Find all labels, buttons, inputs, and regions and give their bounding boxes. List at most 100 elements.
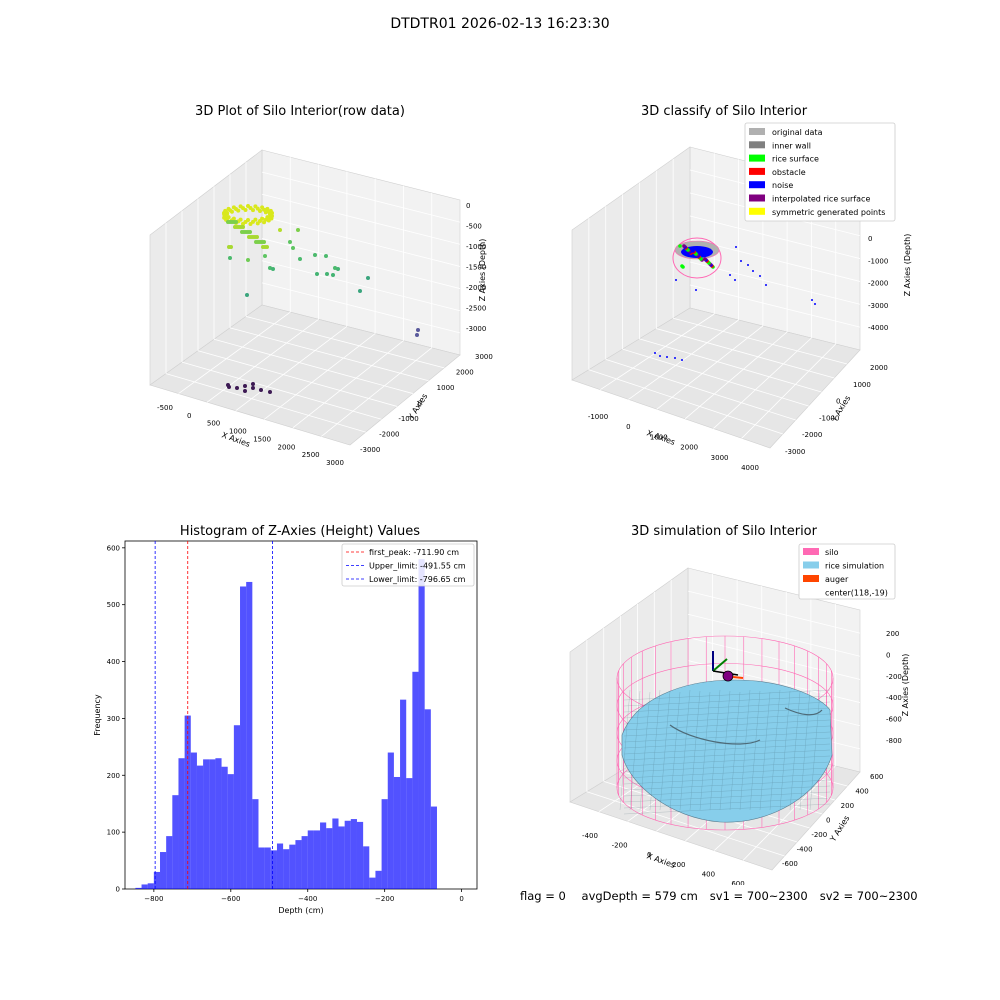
grid-line xyxy=(261,282,461,334)
y-tick-label: 400 xyxy=(855,788,868,796)
histogram-bar xyxy=(264,847,271,889)
grid-line xyxy=(673,317,848,365)
x-tick-label: -400 xyxy=(582,832,598,840)
histogram-bar xyxy=(313,830,321,889)
legend-label: noise xyxy=(772,181,793,190)
y-tick-label: 0 xyxy=(116,886,120,894)
grid-line xyxy=(689,261,861,305)
y-tick-label: -2000 xyxy=(802,431,822,439)
scatter-point xyxy=(228,256,232,260)
scatter-point xyxy=(298,257,302,261)
histogram-bar xyxy=(209,759,216,889)
x-tick-label: −200 xyxy=(375,895,394,903)
x-tick-label: 3000 xyxy=(326,459,344,467)
z-tick-label: -200 xyxy=(886,673,902,681)
histogram-bar xyxy=(406,778,413,889)
mesh-line xyxy=(689,690,701,811)
mesh-line xyxy=(623,731,831,743)
histogram-bar xyxy=(227,774,234,889)
grid-line xyxy=(206,318,319,403)
histogram-bar xyxy=(344,820,351,889)
histogram-bar xyxy=(332,818,339,889)
mesh-line xyxy=(789,691,801,811)
x-tick-label: 1000 xyxy=(229,428,247,436)
mesh-line xyxy=(719,690,731,811)
histogram-bar xyxy=(295,840,302,889)
grid-line xyxy=(165,373,366,433)
histogram-bar xyxy=(246,581,253,889)
mesh-line xyxy=(623,707,831,719)
y-tick-label: 600 xyxy=(107,544,120,552)
histogram-bar xyxy=(276,843,284,889)
z-tick-label: -1000 xyxy=(466,243,486,251)
histogram-bar xyxy=(147,883,154,889)
scatter-point xyxy=(245,293,249,297)
y-tick-label: -3000 xyxy=(785,448,805,456)
x-tick-label: 2000 xyxy=(278,443,296,451)
x-tick-label: 1000 xyxy=(650,433,668,441)
noise-point xyxy=(729,274,731,276)
histogram-bar xyxy=(215,758,222,889)
y-axis-label: Y Axies xyxy=(829,394,853,424)
legend-label: inner wall xyxy=(772,141,811,150)
histogram-bar xyxy=(326,828,333,889)
x-tick-label: 600 xyxy=(731,880,744,885)
mesh-line xyxy=(623,701,831,713)
histogram-title: Histogram of Z-Axies (Height) Values xyxy=(179,524,421,539)
legend-label: center(118,-19) xyxy=(825,589,888,598)
noise-point xyxy=(765,284,767,286)
grid-line xyxy=(713,337,812,429)
histogram-bar xyxy=(172,795,179,889)
class-point xyxy=(703,257,707,261)
y-tick-label: 400 xyxy=(107,658,120,666)
y-tick-label: -1000 xyxy=(398,415,418,423)
y-tick-label: 3000 xyxy=(475,353,493,361)
scatter-point xyxy=(234,220,238,224)
histogram-bar xyxy=(233,725,241,889)
histogram-bar xyxy=(141,884,148,889)
y-tick-label: 100 xyxy=(107,829,120,837)
legend-swatch xyxy=(749,194,765,202)
y-tick-label: 0 xyxy=(826,817,830,825)
avg-depth-text: avgDepth = 579 cm xyxy=(581,889,698,903)
mesh-line xyxy=(759,691,771,811)
histogram-bar xyxy=(270,850,277,889)
legend-label: rice surface xyxy=(772,155,819,164)
grid-line xyxy=(261,238,461,289)
simulation-3d-plot: -400-2000200400600-600-400-2000200400600… xyxy=(569,543,910,885)
x-axis-label: Depth (cm) xyxy=(278,906,323,915)
histogram-bar xyxy=(320,822,327,889)
x-axis-label: X Axies xyxy=(645,851,676,870)
floor-pane xyxy=(149,304,461,446)
simulation-legend: silo rice simulation auger center(118,-19) xyxy=(798,543,896,600)
raw-plot-title: 3D Plot of Silo Interior(row data) xyxy=(195,104,405,119)
scatter-point xyxy=(235,386,239,390)
legend-swatch xyxy=(803,575,819,582)
sv2-text: sv2 = 700~2300 xyxy=(819,889,918,903)
legend-label: Upper_limit: -491.55 cm xyxy=(369,562,466,571)
z-tick-label: -1000 xyxy=(868,257,888,265)
scatter-point xyxy=(243,389,247,393)
noise-point xyxy=(811,299,813,301)
x-tick-label: -500 xyxy=(157,404,173,412)
noise-point xyxy=(734,279,736,281)
scatter-point xyxy=(243,384,247,388)
legend-label: obstacle xyxy=(772,168,806,177)
y-tick-label: -1000 xyxy=(819,414,839,422)
noise-point xyxy=(695,289,697,291)
grid-line xyxy=(622,348,809,407)
scatter-point xyxy=(251,382,255,386)
histogram-bar xyxy=(412,671,419,889)
x-tick-label: 0 xyxy=(647,851,651,859)
scatter-point xyxy=(366,276,370,280)
noise-point xyxy=(654,352,656,354)
legend-label: original data xyxy=(772,128,823,137)
y-tick-label: 600 xyxy=(870,773,883,781)
mesh-line xyxy=(639,691,651,811)
scatter-point xyxy=(278,228,282,232)
y-tick-label: 0 xyxy=(418,400,422,408)
grid-line xyxy=(213,338,413,394)
scatter-point xyxy=(313,253,317,257)
scatter-point xyxy=(331,273,335,277)
x-tick-label: −600 xyxy=(221,895,240,903)
